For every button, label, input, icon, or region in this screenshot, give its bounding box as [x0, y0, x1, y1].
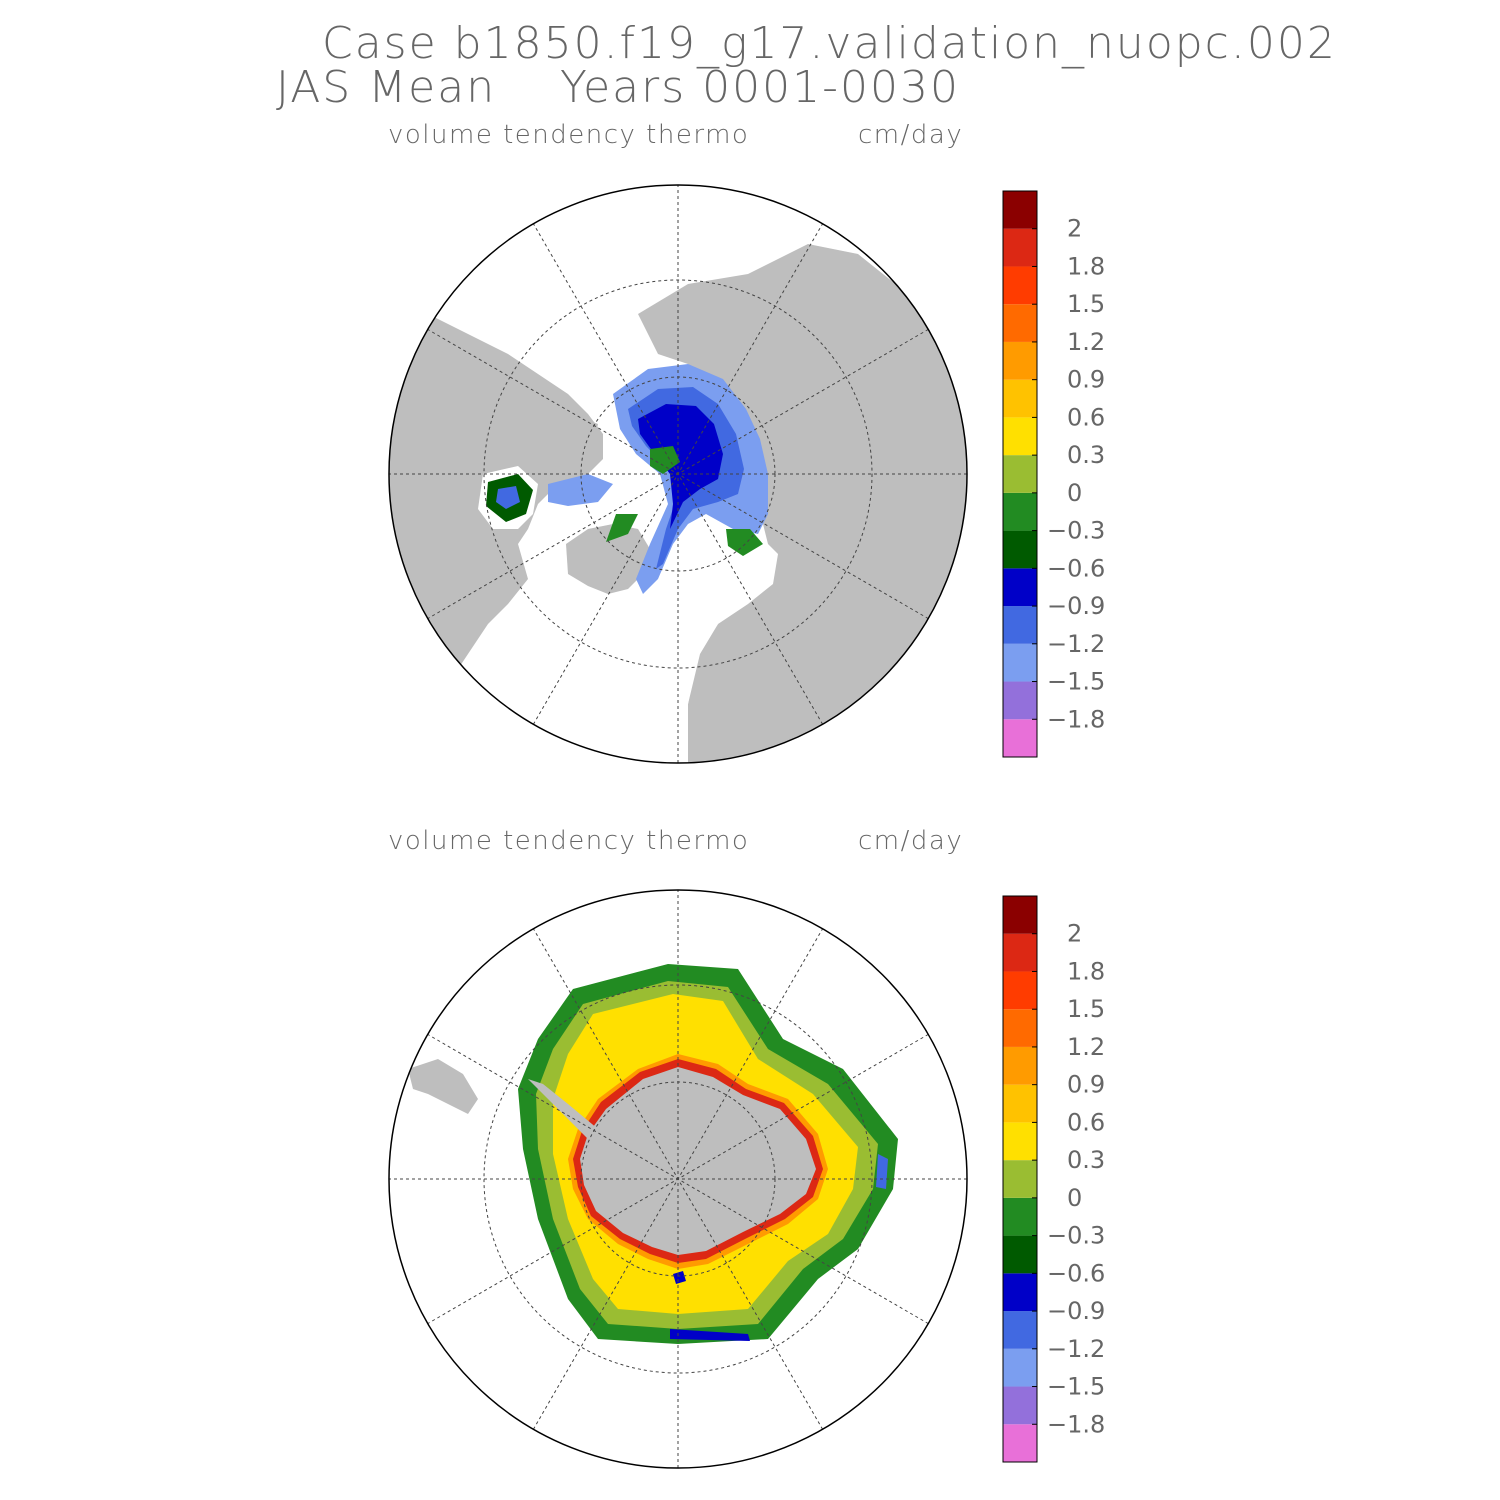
- sh-colorbar-swatch: [1003, 1424, 1037, 1462]
- nh-units-label: cm/day: [858, 120, 964, 150]
- sh-colorbar-swatch: [1003, 1311, 1037, 1349]
- nh-colorbar-swatch: [1003, 643, 1037, 682]
- sh-colorbar-label: −0.6: [1047, 1259, 1105, 1287]
- figure-title-line2: JAS Mean Years 0001-0030: [276, 62, 960, 113]
- sh-colorbar-swatch: [1003, 1235, 1037, 1274]
- sh-colorbar-swatch: [1003, 1122, 1037, 1161]
- sh-colorbar-swatch: [1003, 1160, 1037, 1198]
- land-greenland: [566, 524, 650, 594]
- sh-colorbar-swatch: [1003, 1084, 1037, 1123]
- sh-colorbar-swatch: [1003, 896, 1037, 934]
- nh-colorbar-label: 1.2: [1067, 328, 1105, 356]
- nh-colorbar-label: 2: [1067, 215, 1082, 243]
- south-polar-map: [388, 889, 968, 1469]
- north-polar-map: [388, 184, 968, 764]
- nh-colorbar-label: −0.3: [1047, 517, 1105, 545]
- nh-colorbar-swatch: [1003, 681, 1037, 720]
- nh-colorbar-label: 0.3: [1067, 441, 1105, 469]
- nh-colorbar-label: −1.2: [1047, 630, 1105, 658]
- sh-colorbar-label: 0.3: [1067, 1146, 1105, 1174]
- sh-colorbar-label: 0.6: [1067, 1108, 1105, 1136]
- nh-colorbar: −1.8 −1.5 −1.2 −0.9 −0.6 −0.3 0 0.3 0.6 0.9 1.2 1.5…: [1002, 190, 1105, 758]
- sh-colorbar-label: 1.2: [1067, 1033, 1105, 1061]
- nh-colorbar-swatch: [1003, 417, 1037, 456]
- sh-colorbar-label: −1.5: [1047, 1373, 1105, 1401]
- sh-colorbar-label: 1.8: [1067, 957, 1105, 985]
- nh-colorbar-label: −0.9: [1047, 592, 1105, 620]
- sh-colorbar-swatch: [1003, 1197, 1037, 1236]
- sh-colorbar-swatch: [1003, 1348, 1037, 1387]
- nh-colorbar-label: 1.5: [1067, 290, 1105, 318]
- sh-colorbar-label: 0.9: [1067, 1071, 1105, 1099]
- nh-colorbar-label: 1.8: [1067, 252, 1105, 280]
- nh-colorbar-swatch: [1003, 379, 1037, 418]
- nh-colorbar-swatch: [1003, 568, 1037, 607]
- nh-colorbar-swatch: [1003, 530, 1037, 569]
- sh-variable-label: volume tendency thermo: [388, 826, 750, 856]
- sh-colorbar-frame: [1002, 895, 1038, 1463]
- sh-colorbar-swatch: [1003, 933, 1037, 972]
- land-south-america: [408, 1059, 478, 1114]
- nh-colorbar-swatch: [1003, 606, 1037, 644]
- nh-colorbar-swatch: [1003, 228, 1037, 267]
- sh-colorbar-swatch: [1003, 1046, 1037, 1085]
- nh-colorbar-swatch: [1003, 492, 1037, 531]
- land-eurasia: [638, 244, 967, 763]
- sh-colorbar-swatch: [1003, 971, 1037, 1010]
- land-antarctica: [580, 1067, 816, 1255]
- nh-variable-label: volume tendency thermo: [388, 120, 750, 150]
- sh-colorbar-swatch: [1003, 1009, 1037, 1047]
- sh-colorbar-label: −1.8: [1047, 1410, 1105, 1438]
- sh-colorbar-label: −0.3: [1047, 1222, 1105, 1250]
- sh-colorbar-swatch: [1003, 1386, 1037, 1425]
- sh-colorbar-label: 0: [1067, 1184, 1082, 1212]
- sh-colorbar-label: −0.9: [1047, 1297, 1105, 1325]
- nh-colorbar-label: 0.6: [1067, 403, 1105, 431]
- nh-colorbar-label: 0.9: [1067, 366, 1105, 394]
- nh-colorbar-swatch: [1003, 455, 1037, 493]
- nh-colorbar-swatch: [1003, 304, 1037, 342]
- nh-colorbar-label: 0: [1067, 479, 1082, 507]
- sh-colorbar: −1.8 −1.5 −1.2 −0.9 −0.6 −0.3 0 0.3 0.6 0.9 1.2 1.5…: [1002, 895, 1105, 1463]
- sh-colorbar-label: 2: [1067, 920, 1082, 948]
- sh-colorbar-label: −1.2: [1047, 1335, 1105, 1363]
- nh-colorbar-swatch: [1003, 341, 1037, 380]
- nh-colorbar-swatch: [1003, 266, 1037, 305]
- nh-colorbar-swatch: [1003, 191, 1037, 229]
- figure-title-line1: Case b1850.f19_g17.validation_nuopc.002: [322, 18, 1337, 69]
- nh-colorbar-label: −1.8: [1047, 705, 1105, 733]
- sh-colorbar-label: 1.5: [1067, 995, 1105, 1023]
- sh-colorbar-swatch: [1003, 1273, 1037, 1312]
- nh-colorbar-label: −1.5: [1047, 668, 1105, 696]
- sh-units-label: cm/day: [858, 826, 964, 856]
- nh-colorbar-frame: [1002, 190, 1038, 758]
- nh-colorbar-swatch: [1003, 719, 1037, 757]
- nh-colorbar-label: −0.6: [1047, 554, 1105, 582]
